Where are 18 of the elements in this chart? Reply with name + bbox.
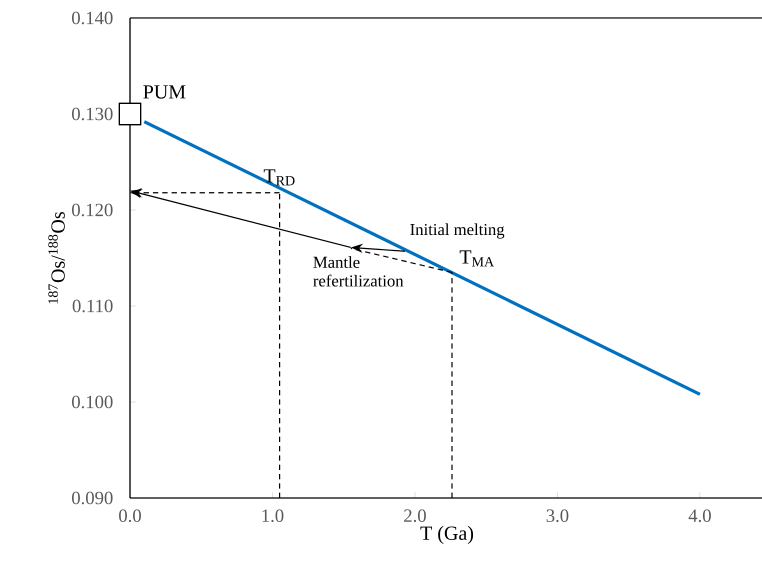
y-axis-title: $^{187}$Os/$^{188}$Os <box>48 212 65 304</box>
annotation: Initial melting <box>410 223 504 239</box>
x-tick-label: 3.0 <box>546 509 568 522</box>
y-tick-label: 0.140 <box>72 12 113 24</box>
y-tick-label: 0.100 <box>72 396 113 408</box>
annotation: T$_{MA}$ <box>460 250 494 266</box>
annotation: T$_{RD}$ <box>264 169 295 186</box>
x-axis-title: T (Ga) <box>420 526 474 544</box>
annotation: PUM <box>143 85 186 99</box>
y-tick-label: 0.130 <box>72 108 113 120</box>
x-tick-label: 4.0 <box>688 509 711 522</box>
x-tick-label: 1.0 <box>262 509 284 522</box>
x-tick-label: 2.0 <box>404 509 426 522</box>
x-tick-label: 0.0 <box>119 509 141 522</box>
y-tick-label: 0.110 <box>72 300 113 312</box>
y-tick-label: 0.090 <box>72 492 113 504</box>
annotation: Mantle refertilization <box>313 256 404 287</box>
y-tick-label: 0.120 <box>72 204 113 216</box>
